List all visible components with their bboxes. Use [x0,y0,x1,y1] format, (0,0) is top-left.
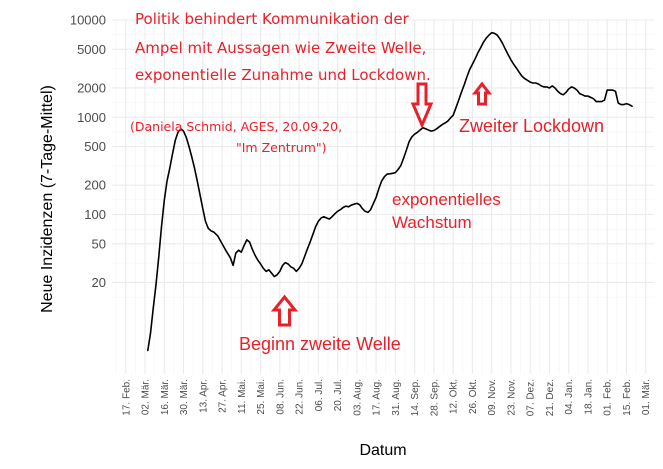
quote-line-3: exponentielle Zunahme und Lockdown. [135,66,431,84]
x-tick-label: 18. Jan. [583,379,594,415]
y-tick-label: 5000 [77,42,106,57]
x-tick-label: 28. Sep. [429,379,440,416]
x-tick-label: 21. Dez. [545,379,556,416]
arrow-up-second-wave-icon [270,294,299,327]
x-tick-label: 13. Apr. [198,379,209,413]
y-tick-label: 200 [84,178,106,193]
source-line-2: "Im Zentrum") [236,140,327,155]
x-tick-label: 15. Feb. [622,379,633,416]
minor-gridlines [112,20,654,374]
x-tick-label: 26. Okt. [468,379,479,414]
second-lockdown-label: Zweiter Lockdown [459,116,604,136]
second-wave-start-label: Beginn zweite Welle [239,334,401,354]
x-tick-label: 14. Sep. [410,379,421,416]
source-annotation: (Daniela Schmid, AGES, 20.09.20, "Im Zen… [130,119,342,155]
x-tick-label: 07. Dez. [526,379,537,416]
y-tick-label: 1000 [77,110,106,125]
x-tick-label: 12. Okt. [449,379,460,414]
series-layer [147,31,633,352]
x-tick-label: 27. Apr. [218,379,229,413]
x-tick-label: 17. Aug. [372,379,383,416]
source-line-1: (Daniela Schmid, AGES, 20.09.20, [130,119,342,134]
x-tick-label: 06. Jul. [314,379,325,411]
y-tick-label: 100 [84,207,106,222]
exponential-line-1: exponentielles [392,190,501,209]
y-tick-label: 10000 [70,13,106,28]
y-axis-title: Neue Inzidenzen (7-Tage-Mittel) [39,85,56,313]
x-axis-title: Datum [359,442,406,459]
x-tick-label: 01. Mär. [641,379,652,415]
x-tick-label: 16. Mär. [160,379,171,415]
incidence-line [147,31,633,352]
x-tick-label: 11. Mai. [237,379,248,414]
x-tick-label: 30. Mär. [179,379,190,415]
quote-annotation: Politik behindert Kommunikation der Ampe… [135,10,431,84]
x-tick-label: 17. Feb. [121,379,132,416]
x-tick-label: 31. Aug. [391,379,402,416]
x-tick-label: 25. Mai. [256,379,267,415]
x-tick-label: 01. Feb. [603,379,614,416]
x-tick-label: 02. Mär. [141,379,152,415]
y-tick-label: 20 [92,275,106,290]
y-tick-label: 50 [92,236,106,251]
exponential-line-2: Wachstum [392,213,472,232]
x-tick-label: 23. Nov. [506,379,517,416]
exponential-growth-annotation: exponentielles Wachstum [392,190,501,232]
arrow-up-lockdown-icon [471,81,493,106]
x-tick-label: 09. Nov. [487,379,498,416]
x-axis-tick-labels: 17. Feb. 02. Mär. 16. Mär. 30. Mär. 13. Apr.… [121,379,652,416]
x-tick-label: 08. Jun. [275,379,286,415]
quote-line-2: Ampel mit Aussagen wie Zweite Welle, [135,39,426,57]
x-tick-label: 04. Jan. [564,379,575,415]
y-axis-tick-labels: 20 50 100 200 500 1000 2000 5000 10000 [70,13,106,290]
x-tick-label: 03. Aug. [352,379,363,416]
y-tick-label: 2000 [77,80,106,95]
arrow-down-september-icon [410,82,434,129]
y-tick-label: 500 [84,139,106,154]
x-tick-label: 20. Jul. [333,379,344,411]
major-gridlines [112,19,654,374]
quote-line-1: Politik behindert Kommunikation der [135,10,410,28]
x-tick-label: 22. Jun. [295,379,306,415]
